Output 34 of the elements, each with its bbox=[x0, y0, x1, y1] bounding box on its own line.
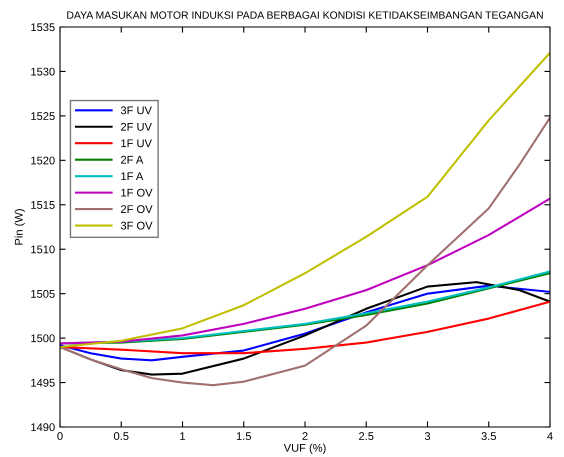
y-tick-label: 1510 bbox=[31, 245, 55, 254]
x-tick-label: 4 bbox=[547, 432, 553, 440]
legend-label: 3F OV bbox=[120, 222, 153, 230]
x-tick-label: 1 bbox=[180, 432, 186, 440]
x-tick-label: 2 bbox=[302, 432, 308, 440]
y-tick-label: 1535 bbox=[31, 23, 55, 32]
line-series bbox=[60, 116, 550, 386]
y-tick-label: 1515 bbox=[31, 201, 55, 209]
line-series bbox=[60, 52, 550, 348]
x-axis-title: VUF (%) bbox=[284, 444, 326, 454]
line-series bbox=[60, 198, 550, 344]
y-axis-title: Pin (W) bbox=[14, 209, 25, 245]
y-tick-label: 1530 bbox=[31, 68, 55, 76]
legend-label: 2F UV bbox=[121, 122, 152, 131]
legend-label: 1F OV bbox=[121, 188, 153, 197]
legend-label: 1F UV bbox=[121, 139, 152, 148]
legend-label: 2F A bbox=[121, 156, 144, 164]
x-tick-label: 2.5 bbox=[359, 432, 374, 440]
x-tick-label: 3 bbox=[424, 432, 430, 440]
x-tick-label: 0 bbox=[57, 432, 63, 440]
y-tick-label: 1520 bbox=[31, 156, 55, 164]
legend-label: 2F OV bbox=[121, 205, 153, 214]
y-tick-label: 1490 bbox=[31, 423, 55, 432]
y-tick-label: 1505 bbox=[31, 290, 55, 298]
x-tick-label: 3.5 bbox=[481, 432, 496, 440]
line-series bbox=[60, 284, 550, 362]
y-tick-label: 1525 bbox=[31, 112, 55, 120]
y-tick-label: 1500 bbox=[31, 334, 55, 342]
y-tick-label: 1495 bbox=[31, 378, 55, 387]
x-tick-label: 0.5 bbox=[114, 432, 129, 440]
x-tick-label: 1.5 bbox=[236, 432, 252, 440]
legend-label: 1F A bbox=[121, 172, 144, 180]
chart-title: DAYA MASUKAN MOTOR INDUKSI PADA BERBAGAI KONDISI KETIDAKSEIMBANGAN TEGANGAN bbox=[67, 11, 543, 19]
legend-label: 3F UV bbox=[120, 106, 152, 114]
